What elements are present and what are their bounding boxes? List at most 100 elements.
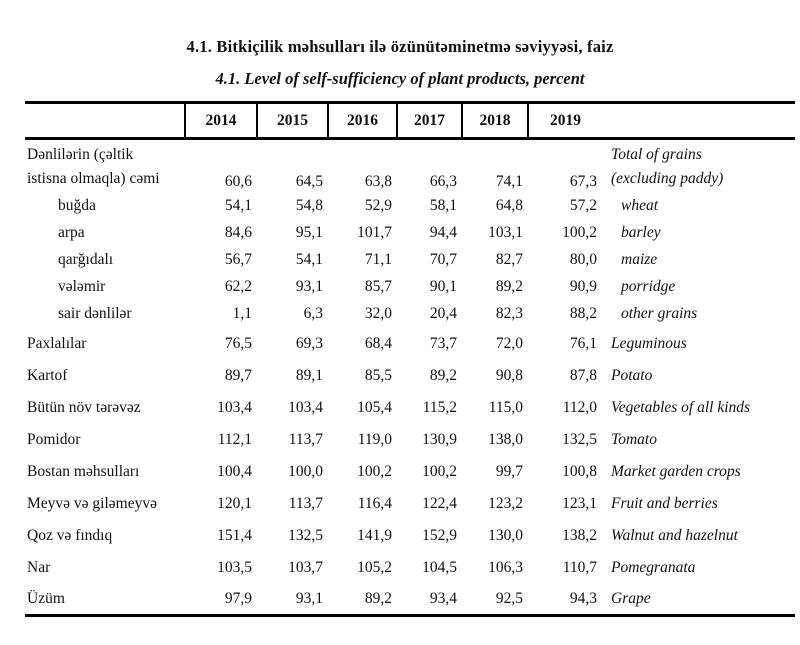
value-cell: 70,7: [429, 251, 457, 268]
value-cell: 89,7: [224, 366, 252, 384]
header-year-2018: 2018: [461, 102, 528, 140]
header-year-2017: 2017: [396, 102, 462, 140]
row-label-az: arpa: [58, 224, 85, 241]
table-row: vələmir 62,2 93,1 85,7 90,1 89,2 90,9 porridge: [25, 274, 795, 301]
row-label-en: Potato: [611, 366, 653, 384]
value-cell: 112,1: [217, 430, 252, 448]
table-row: sair dənlilər 1,1 6,3 32,0 20,4 82,3 88,2 other…: [25, 301, 795, 328]
value-cell: 138,2: [562, 526, 597, 544]
value-cell: 100,8: [562, 462, 597, 480]
value-cell: 100,0: [288, 462, 323, 480]
value-cell: 132,5: [562, 430, 597, 448]
row-label-en: maize: [621, 251, 658, 268]
value-cell: 20,4: [429, 305, 457, 322]
value-cell: 80,0: [569, 251, 597, 268]
value-cell: 101,7: [357, 224, 392, 241]
value-cell: 132,5: [288, 526, 323, 544]
value-cell: 76,1: [569, 334, 597, 352]
row-label-az: Üzüm: [27, 589, 65, 607]
value-cell: 123,2: [488, 494, 523, 512]
table-row: Bostan məhsulları 100,4 100,0 100,2 100,2 99,…: [25, 456, 795, 488]
table-row: buğda 54,1 54,8 52,9 58,1 64,8 57,2 wheat: [25, 193, 795, 220]
value-cell: 112,0: [562, 398, 597, 416]
row-label-en: Fruit and berries: [611, 494, 718, 512]
value-cell: 84,6: [224, 224, 252, 241]
table-row: qarğıdalı 56,7 54,1 71,1 70,7 82,7 80,0 maize: [25, 247, 795, 274]
row-label-az: Kartof: [27, 366, 68, 384]
value-cell: 64,5: [295, 172, 323, 190]
value-cell: 71,1: [364, 251, 392, 268]
value-cell: 60,6: [224, 172, 252, 190]
value-cell: 100,2: [562, 224, 597, 241]
value-cell: 82,3: [495, 305, 523, 322]
value-cell: 73,7: [429, 334, 457, 352]
value-cell: 105,2: [357, 558, 392, 576]
value-cell: 66,3: [429, 172, 457, 190]
row-label-en: Leguminous: [611, 334, 687, 352]
value-cell: 113,7: [288, 430, 323, 448]
value-cell: 89,2: [364, 589, 392, 607]
table-row: Pomidor 112,1 113,7 119,0 130,9 138,0 132,5 Tom…: [25, 424, 795, 456]
value-cell: 94,3: [569, 589, 597, 607]
row-label-az: Paxlalılar: [27, 334, 87, 352]
value-cell: 152,9: [422, 526, 457, 544]
value-cell: 1,1: [232, 305, 252, 322]
value-cell: 52,9: [364, 197, 392, 214]
value-cell: 103,4: [217, 398, 252, 416]
value-cell: 103,1: [488, 224, 523, 241]
row-label-az: Bütün növ tərəvəz: [27, 398, 141, 416]
value-cell: 106,3: [488, 558, 523, 576]
value-cell: 89,1: [295, 366, 323, 384]
row-label-en: Grape: [611, 589, 651, 607]
value-cell: 54,1: [224, 197, 252, 214]
value-cell: 69,3: [295, 334, 323, 352]
header-empty-english-cell: [602, 102, 795, 140]
value-cell: 85,5: [364, 366, 392, 384]
table-body: Dənlilərin (çəltik istisna olmaqla) cəmi 6…: [25, 139, 795, 616]
value-cell: 74,1: [495, 172, 523, 190]
value-cell: 119,0: [357, 430, 392, 448]
value-cell: 89,2: [429, 366, 457, 384]
row-label-az: Qoz və fındıq: [27, 526, 113, 544]
value-cell: 56,7: [224, 251, 252, 268]
value-cell: 103,7: [288, 558, 323, 576]
value-cell: 130,0: [488, 526, 523, 544]
row-label-en: Vegetables of all kinds: [611, 398, 751, 416]
value-cell: 115,2: [422, 398, 457, 416]
row-label-az: Meyvə və giləmeyvə: [27, 494, 157, 512]
value-cell: 72,0: [495, 334, 523, 352]
row-label-az: Nar: [27, 558, 51, 576]
value-cell: 115,0: [488, 398, 523, 416]
row-label-en: Total of grains (excluding paddy): [611, 145, 724, 187]
row-label-en: Pomegranata: [611, 558, 696, 576]
row-label-en: barley: [621, 224, 661, 241]
row-label-az: buğda: [58, 197, 96, 214]
row-label-az: qarğıdalı: [58, 251, 114, 268]
row-label-az: Pomidor: [27, 430, 81, 448]
table-row: Meyvə və giləmeyvə 120,1 113,7 116,4 122,4 12…: [25, 488, 795, 520]
year-header-row: 2014 2015 2016 2017 2018 2019: [25, 102, 795, 140]
value-cell: 92,5: [495, 589, 523, 607]
header-year-2015: 2015: [256, 102, 328, 140]
value-cell: 138,0: [488, 430, 523, 448]
value-cell: 76,5: [224, 334, 252, 352]
row-label-az: Dənlilərin (çəltik istisna olmaqla) cəmi: [27, 145, 160, 187]
value-cell: 93,1: [295, 589, 323, 607]
value-cell: 54,8: [295, 197, 323, 214]
value-cell: 68,4: [364, 334, 392, 352]
value-cell: 82,7: [495, 251, 523, 268]
value-cell: 88,2: [569, 305, 597, 322]
value-cell: 94,4: [429, 224, 457, 241]
row-label-en: other grains: [621, 305, 698, 322]
value-cell: 90,9: [569, 278, 597, 295]
self-sufficiency-table: 2014 2015 2016 2017 2018 2019 Dənlilərin…: [25, 101, 795, 617]
value-cell: 97,9: [224, 589, 252, 607]
value-cell: 90,8: [495, 366, 523, 384]
value-cell: 6,3: [303, 305, 323, 322]
value-cell: 103,5: [217, 558, 252, 576]
value-cell: 100,2: [357, 462, 392, 480]
header-empty-label-cell: [25, 102, 185, 140]
table-row: arpa 84,6 95,1 101,7 94,4 103,1 100,2 barley: [25, 220, 795, 247]
value-cell: 64,8: [495, 197, 523, 214]
